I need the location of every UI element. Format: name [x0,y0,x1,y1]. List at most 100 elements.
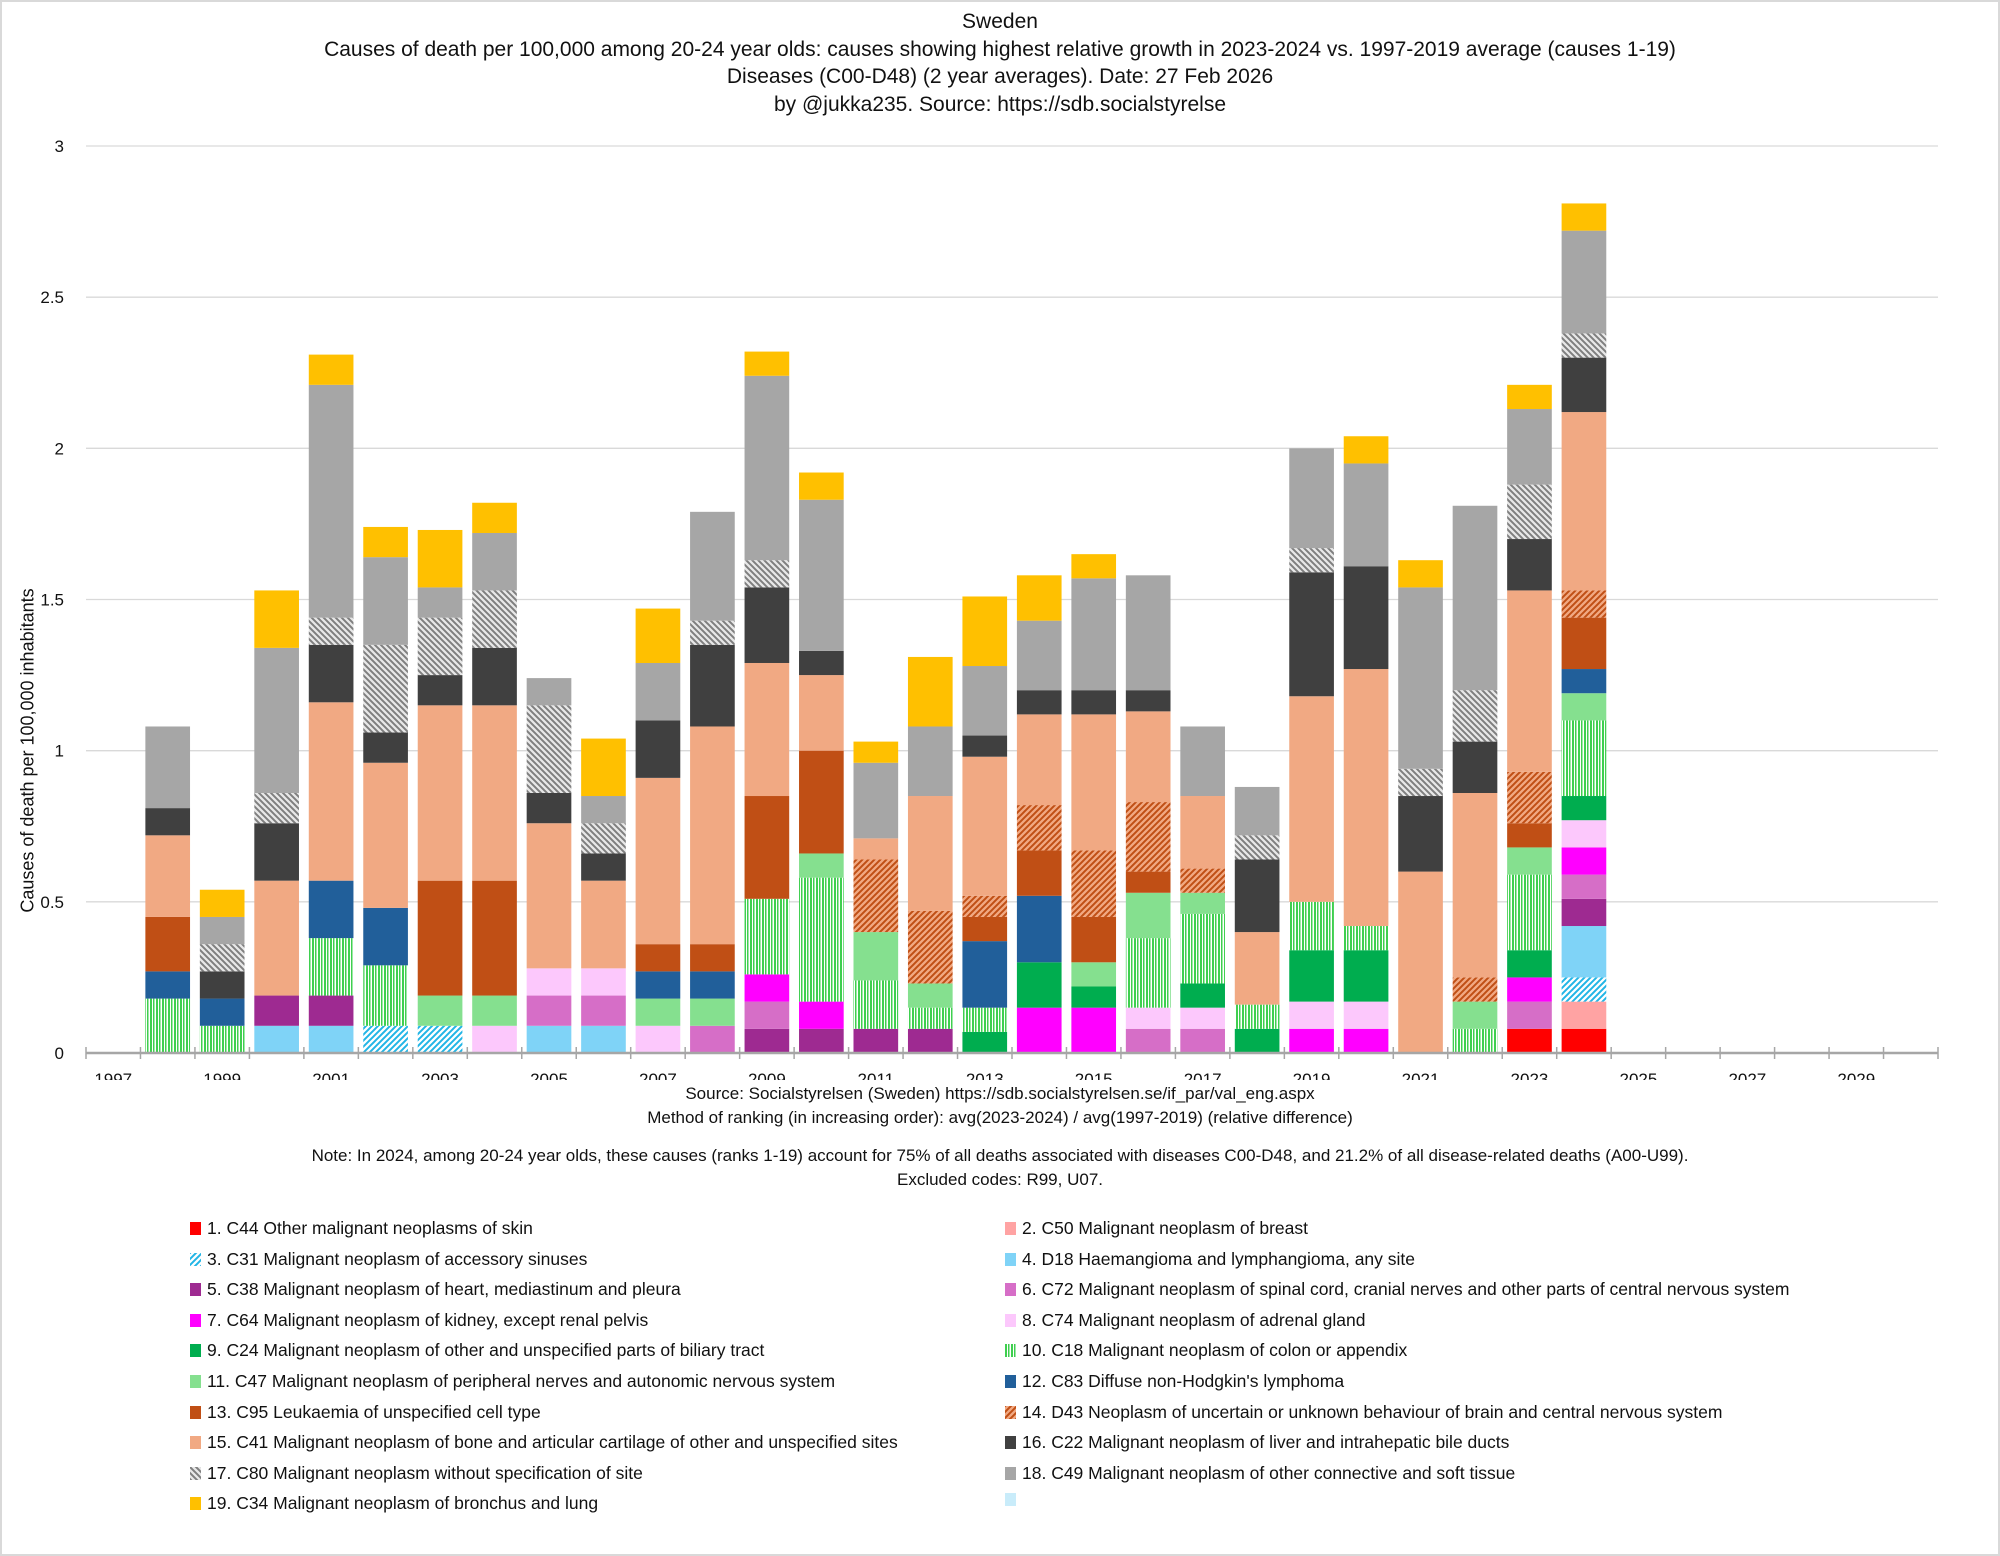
y-tick-label: 2 [55,439,64,458]
bar-segment [1452,505,1498,691]
chart-titles: Sweden Causes of death per 100,000 among… [0,8,2000,118]
bar-segment [1507,977,1552,1002]
bar-segment [1561,926,1607,978]
legend-swatch-icon [1005,1436,1016,1450]
bar-segment [1452,690,1498,742]
legend-swatch-icon [1005,1375,1016,1388]
legend-label: 1. C44 Other malignant neoplasms of skin [207,1218,533,1238]
bar-2000 [254,590,299,1053]
bar-segment [308,880,354,939]
bar-segment [308,938,354,996]
legend-swatch-icon [190,1344,201,1358]
bar-segment [1125,802,1171,872]
bar-1998 [145,726,191,1053]
bar-2010 [799,472,844,1053]
bar-2002 [363,526,408,1053]
bar-segment [1289,1028,1334,1053]
bar-segment [853,1028,899,1053]
bar-segment [145,808,191,836]
x-tick-label: 2011 [858,1070,895,1080]
bar-2012 [907,656,953,1053]
bar-segment [1507,950,1552,978]
bar-segment [853,932,899,981]
bar-segment [1289,572,1334,697]
bar-segment [1561,847,1607,875]
chart-byline: by @jukka235. Source: https://sdb.social… [773,92,1227,116]
y-tick-label: 1 [55,742,64,761]
legend-swatch-icon [190,1466,201,1480]
bar-segment [363,557,408,645]
bar-segment [145,971,191,999]
bar-segment [308,384,354,618]
legend-label: 17. C80 Malignant neoplasm without speci… [207,1462,643,1483]
bar-segment [1125,1028,1171,1053]
bar-segment [1561,1028,1607,1053]
bar-segment [199,916,245,945]
bar-segment [799,853,844,878]
legend-swatch-icon [190,1436,201,1450]
legend-label: 15. C41 Malignant neoplasm of bone and a… [207,1432,898,1453]
bar-segment [1180,983,1225,1008]
bar-segment [1343,669,1389,927]
bar-segment [799,650,844,676]
x-tick-label: 2009 [748,1070,786,1080]
legend-item: 12. C83 Diffuse non-Hodgkin's lymphoma [1005,1371,1344,1392]
bar-segment [962,735,1008,757]
bar-segment [1452,792,1498,978]
bar-2020 [1343,436,1389,1053]
bar-2013 [962,596,1008,1053]
bar-2014 [1016,575,1062,1053]
bar-segment [1561,617,1607,670]
bar-segment [799,499,844,651]
x-tick-label: 2029 [1837,1070,1875,1080]
bar-segment [1507,823,1552,848]
bar-segment [1561,874,1607,899]
bar-2016 [1125,575,1171,1053]
bar-2011 [853,741,899,1053]
bar-segment [799,472,844,500]
x-tick-label: 2007 [639,1070,677,1080]
source-note: Source: Socialstyrelsen (Sweden) https:/… [685,1084,1315,1103]
legend-item: 15. C41 Malignant neoplasm of bone and a… [190,1432,898,1453]
bar-segment [690,620,735,645]
bar-segment [472,995,517,1026]
bar-segment [744,587,790,663]
legend-swatch-icon [1005,1493,1016,1507]
bar-segment [1016,575,1062,621]
bar-segment [1125,575,1171,691]
legend-label: 16. C22 Malignant neoplasm of liver and … [1022,1432,1510,1453]
bar-segment [1180,1007,1225,1029]
y-tick-label: 2.5 [40,288,64,307]
bar-segment [1016,1007,1062,1053]
legend-swatch-icon [1005,1283,1016,1297]
legend-label: 3. C31 Malignant neoplasm of accessory s… [207,1248,588,1269]
legend-item: 3. C31 Malignant neoplasm of accessory s… [190,1249,587,1270]
legend-label: 7. C64 Malignant neoplasm of kidney, exc… [207,1309,649,1330]
legend-label: 18. C49 Malignant neoplasm of other conn… [1022,1462,1516,1483]
bar-segment [744,974,790,1002]
bar-segment [1343,463,1389,567]
chart-title-country: Sweden [962,10,1038,33]
bar-segment [1507,539,1552,591]
bar-segment [1125,938,1171,1008]
y-tick-label: 3 [55,137,64,156]
bar-segment [1507,409,1552,485]
bar-segment [635,777,681,945]
bar-segment [799,1001,844,1029]
legend-item: 7. C64 Malignant neoplasm of kidney, exc… [190,1310,648,1331]
bar-segment [690,944,735,972]
bar-2009 [744,351,790,1053]
bar-segment [526,705,572,793]
x-tick-label: 2021 [1402,1070,1440,1080]
bar-segment [744,560,790,588]
bar-segment [145,998,191,1053]
legend-swatch-icon [190,1283,201,1297]
bar-segment [1234,835,1280,860]
legend-label: 2. C50 Malignant neoplasm of breast [1022,1218,1308,1238]
bar-segment [526,995,572,1026]
bar-segment [962,941,1008,1008]
bar-segment [1561,412,1607,591]
x-tick-label: 1997 [94,1070,132,1080]
legend-label: 12. C83 Diffuse non-Hodgkin's lymphoma [1022,1371,1345,1391]
bar-segment [907,1007,953,1029]
